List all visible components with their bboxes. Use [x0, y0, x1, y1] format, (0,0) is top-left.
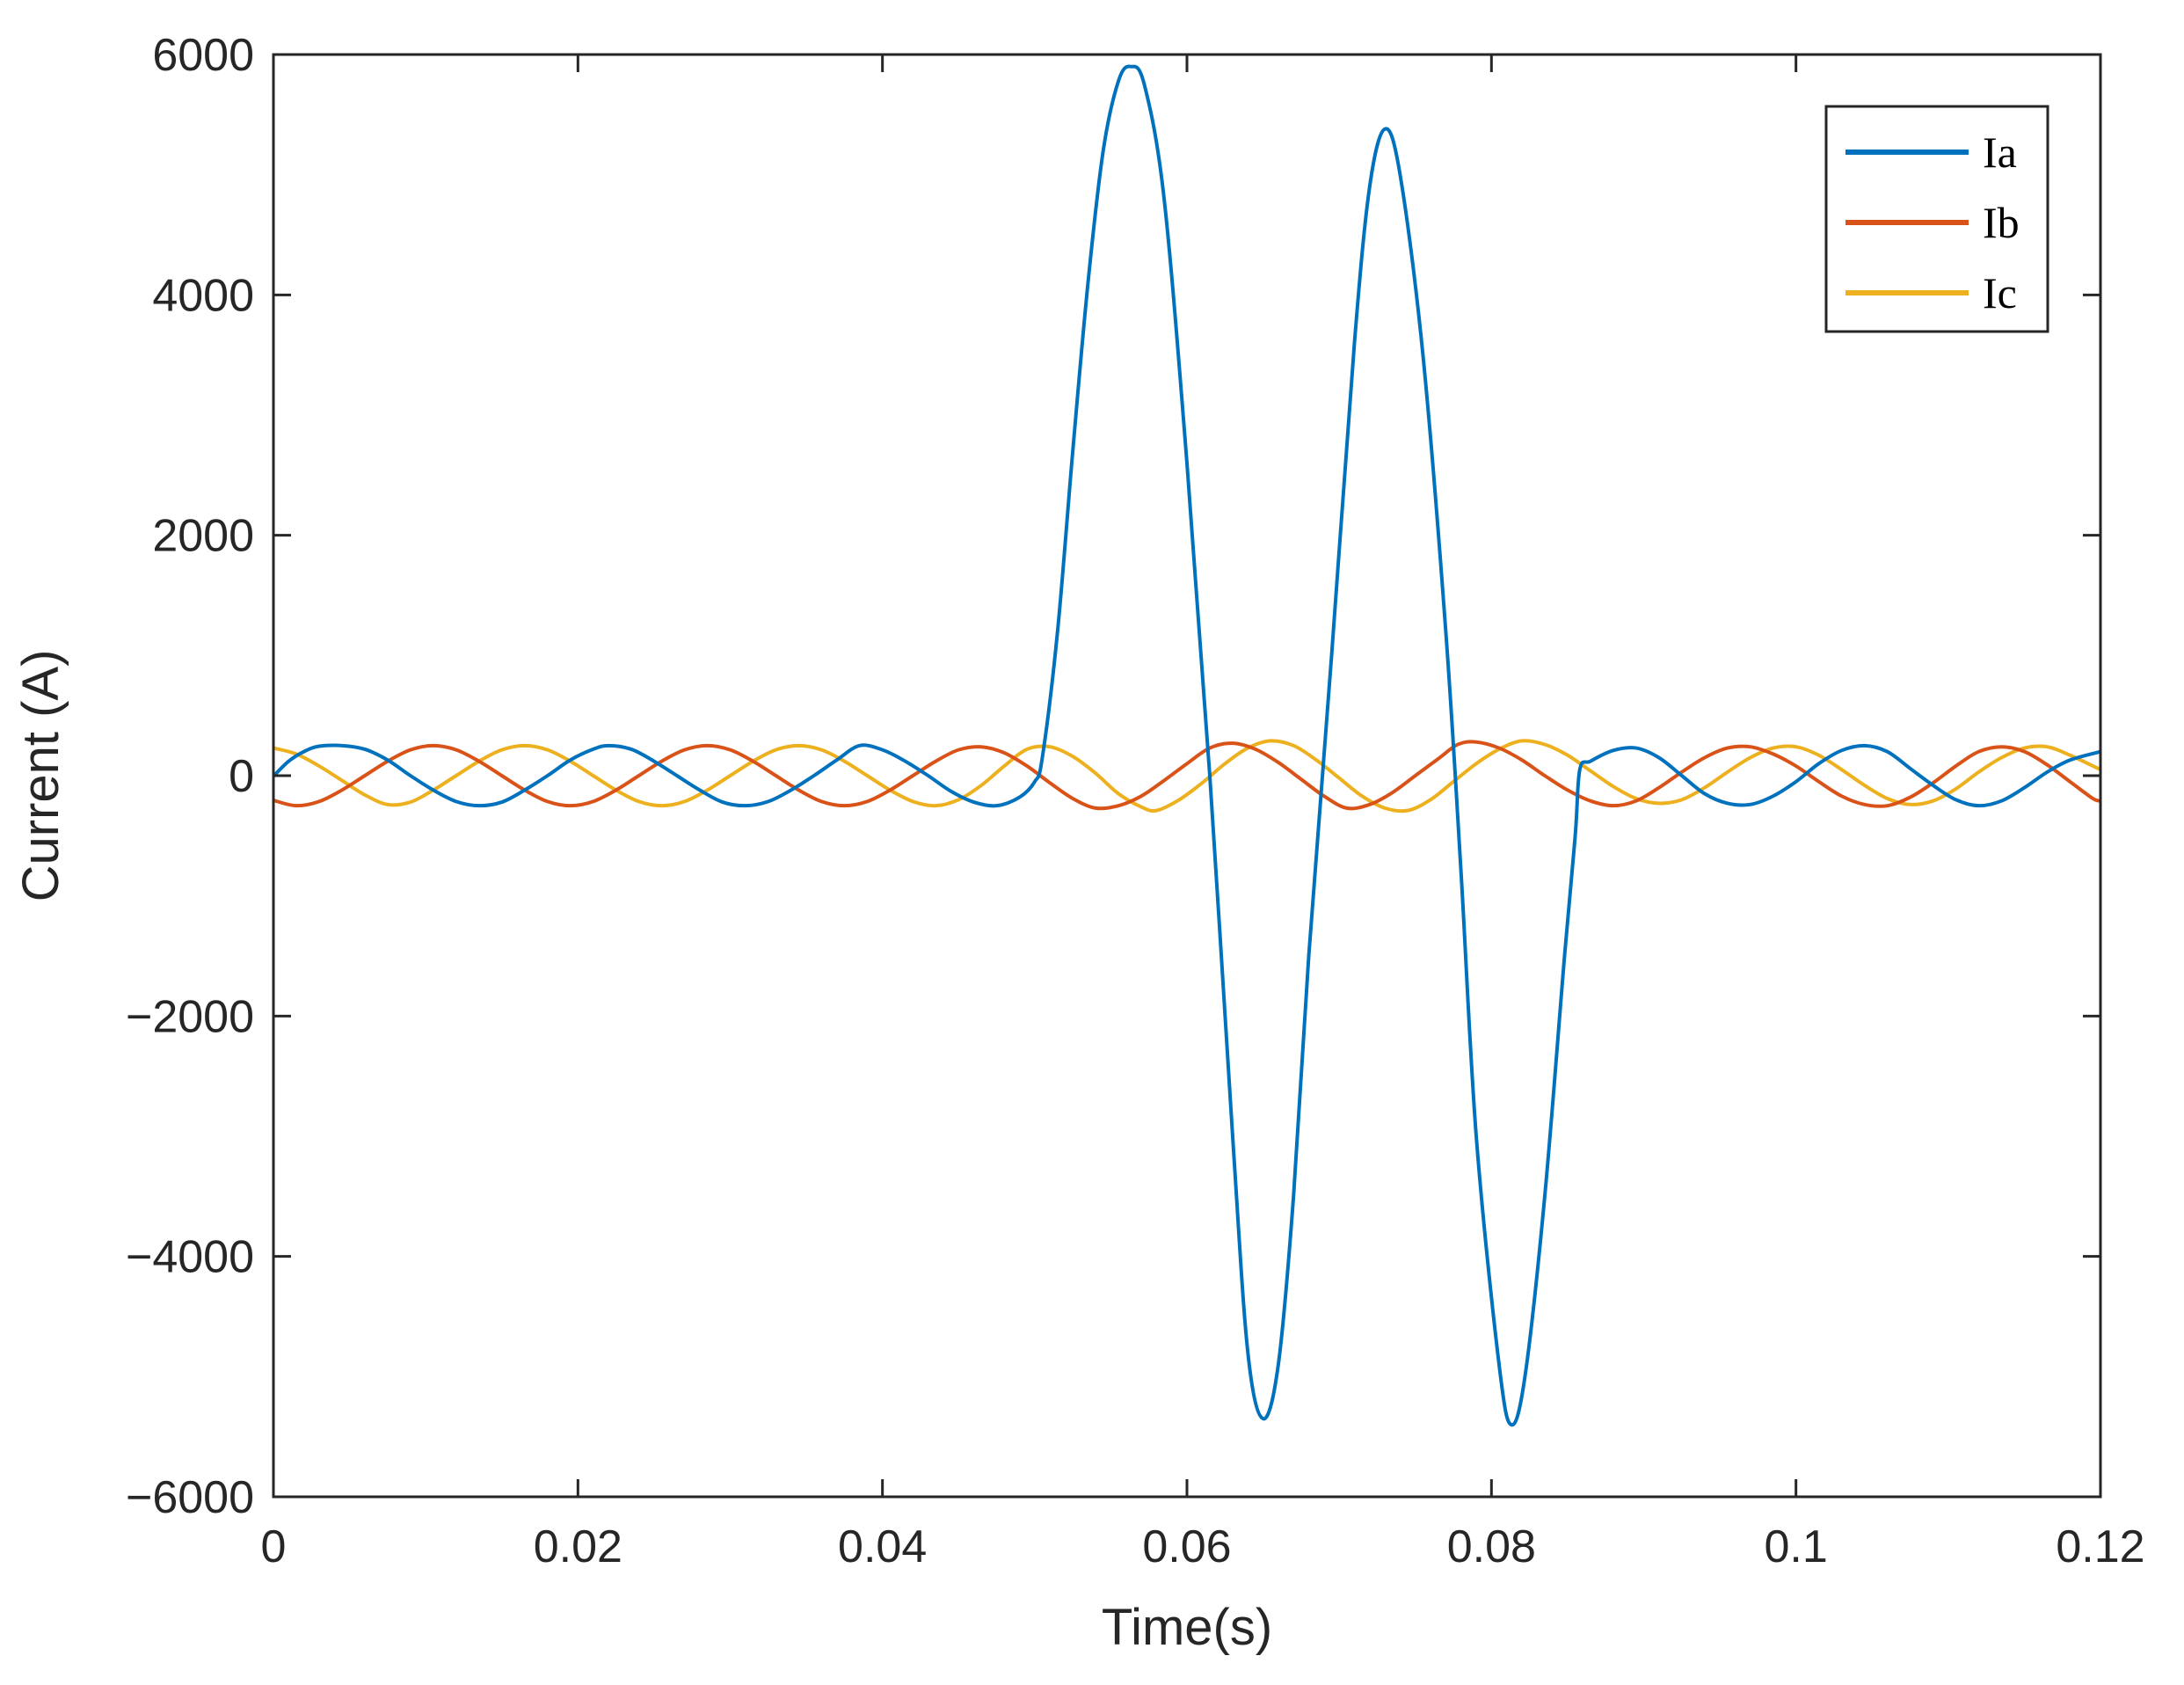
- legend-label-ia: Ia: [1983, 128, 2017, 177]
- x-tick-label: 0.04: [838, 1521, 927, 1572]
- legend-label-ib: Ib: [1983, 198, 2020, 247]
- x-tick-label: 0.12: [2056, 1521, 2144, 1572]
- x-tick-label: 0.1: [1765, 1521, 1828, 1572]
- y-tick-label: −6000: [126, 1472, 254, 1523]
- y-tick-label: 2000: [152, 511, 254, 562]
- chart-legend: Ia Ib Ic: [1824, 105, 2049, 333]
- y-tick-label: 6000: [152, 30, 254, 81]
- y-tick-label: −4000: [126, 1232, 254, 1283]
- series-line-ia: [273, 64, 2100, 1427]
- x-tick-label: 0: [261, 1521, 287, 1572]
- y-tick-label: 0: [229, 751, 254, 802]
- x-tick-label: 0.08: [1447, 1521, 1536, 1572]
- legend-label-ic: Ic: [1983, 268, 2017, 317]
- axis-ticks-group: 0 0.02 0.04 0.06 0.08 0.1 0.12 −6000 −4000 −2000 0…: [126, 30, 2145, 1572]
- plot-series-group: [273, 64, 2100, 1427]
- y-tick-label: 4000: [152, 270, 254, 321]
- x-axis-label: Time(s): [1102, 1599, 1272, 1656]
- y-axis-label: Current (A): [12, 650, 69, 902]
- x-tick-label: 0.02: [534, 1521, 622, 1572]
- series-line-ic: [273, 739, 2100, 813]
- y-tick-label: −2000: [126, 991, 254, 1042]
- x-tick-label: 0.06: [1142, 1521, 1231, 1572]
